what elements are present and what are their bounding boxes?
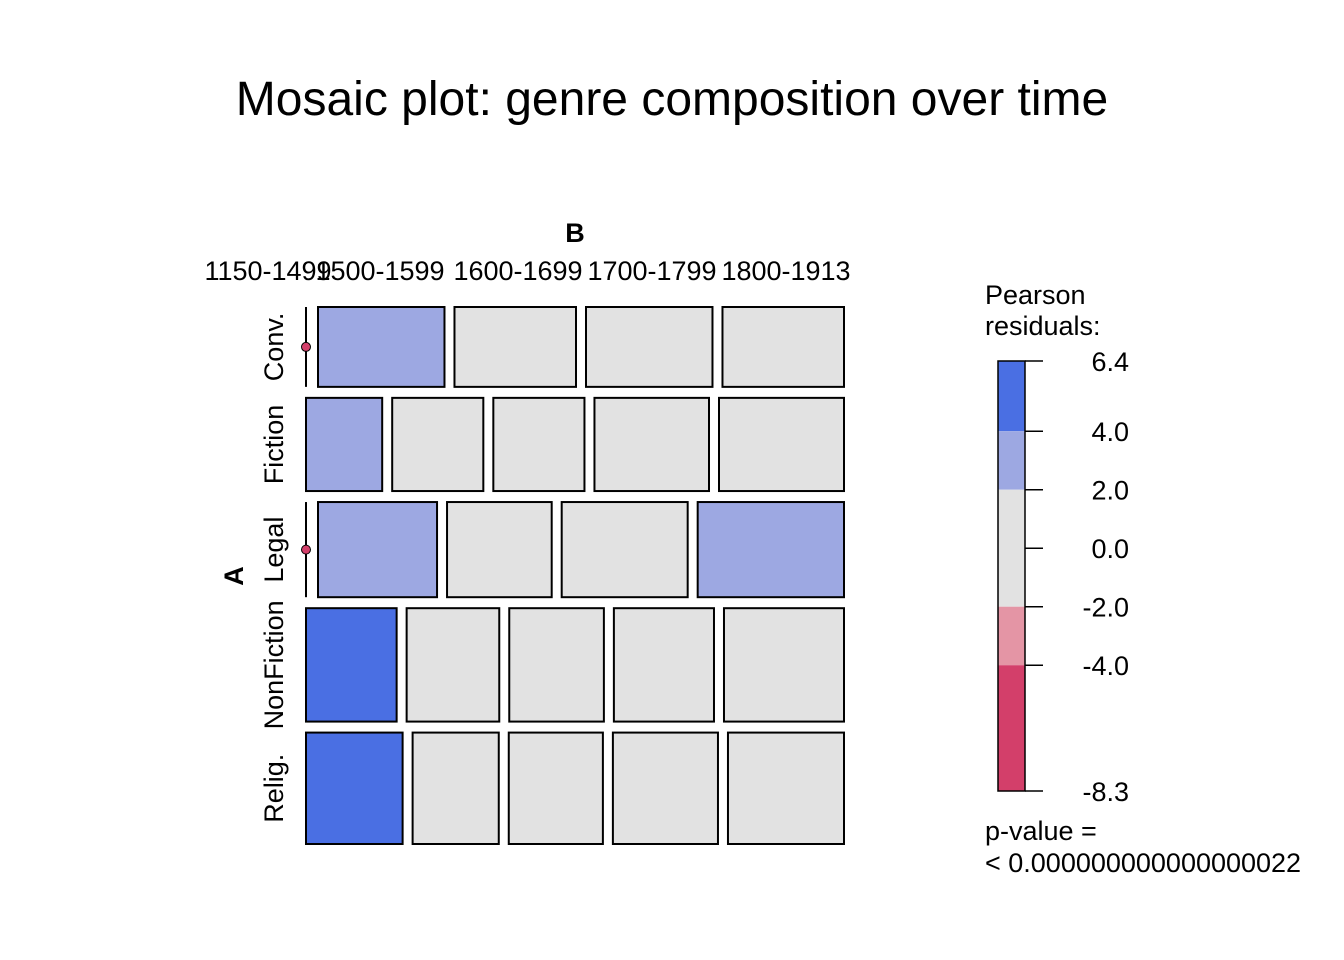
mosaic-cell	[446, 501, 553, 599]
legend-tick-label: 4.0	[1091, 417, 1129, 447]
mosaic-cell	[305, 607, 398, 723]
legend-band	[998, 606, 1025, 666]
zero-cell-dot	[301, 341, 311, 352]
chart-title: Mosaic plot: genre composition over time	[236, 73, 1108, 126]
y-tick-label: Conv.	[259, 313, 289, 382]
mosaic-cell	[593, 396, 711, 493]
mosaic-cell	[507, 731, 604, 845]
legend-title-line1: Pearson	[985, 280, 1086, 310]
y-tick-label: Relig.	[259, 754, 289, 823]
legend-tick-label: -8.3	[1082, 777, 1129, 807]
legend-band	[998, 489, 1025, 607]
y-tick-labels: Conv. Fiction Legal NonFiction Relig.	[259, 313, 289, 823]
legend-band	[998, 665, 1025, 791]
mosaic-cell	[611, 731, 719, 845]
legend-tick-label: 6.4	[1091, 347, 1129, 377]
mosaic-cell	[305, 731, 404, 845]
x-tick-label: 1150-1499	[204, 256, 331, 286]
mosaic-cell	[726, 731, 845, 845]
mosaic-cell	[508, 607, 605, 723]
mosaic-cell	[317, 501, 439, 599]
mosaic-cell	[405, 607, 501, 723]
mosaic-cell	[391, 396, 485, 493]
mosaic-cell	[305, 396, 384, 493]
mosaic-cell	[722, 607, 845, 723]
legend-tick-label: -2.0	[1082, 593, 1129, 623]
legend-title-line2: residuals:	[985, 311, 1101, 341]
x-variable-label: B	[565, 218, 585, 248]
y-variable-label: A	[219, 566, 249, 586]
mosaic-cell	[492, 396, 586, 493]
x-tick-label: 1800-1913	[721, 256, 850, 286]
legend-tick-label: 2.0	[1091, 476, 1129, 506]
mosaic-cell	[696, 501, 845, 599]
x-tick-label: 1500-1599	[315, 256, 444, 286]
mosaic-cell	[612, 607, 715, 723]
mosaic-cell	[411, 731, 500, 845]
x-tick-label: 1700-1799	[587, 256, 716, 286]
legend-ticks: 6.4 4.0 2.0 0.0 -2.0 -4.0 -8.3	[1025, 347, 1129, 807]
mosaic-cell	[317, 306, 446, 388]
pvalue-line2: < 0.000000000000000022	[985, 848, 1301, 878]
zero-cell-dot	[301, 544, 311, 555]
pvalue-line1: p-value =	[985, 816, 1097, 846]
legend-bar-border	[997, 360, 1026, 792]
legend: Pearson residuals: 6.4 4.0 2.0 0.0 -2.0 -4.0 -…	[985, 280, 1301, 878]
mosaic-cells	[301, 306, 846, 845]
mosaic-cell	[718, 396, 846, 493]
mosaic-cell	[721, 306, 845, 388]
y-tick-label: NonFiction	[259, 600, 289, 729]
legend-band	[998, 361, 1025, 432]
legend-color-bar	[997, 360, 1026, 792]
legend-tick-label: -4.0	[1082, 651, 1129, 681]
mosaic-cell	[560, 501, 689, 599]
y-tick-label: Fiction	[259, 405, 289, 485]
legend-tick-label: 0.0	[1091, 534, 1129, 564]
mosaic-cell	[585, 306, 714, 388]
mosaic-cell	[453, 306, 578, 388]
legend-band	[998, 431, 1025, 490]
y-tick-label: Legal	[259, 517, 289, 583]
x-tick-label: 1600-1699	[453, 256, 582, 286]
